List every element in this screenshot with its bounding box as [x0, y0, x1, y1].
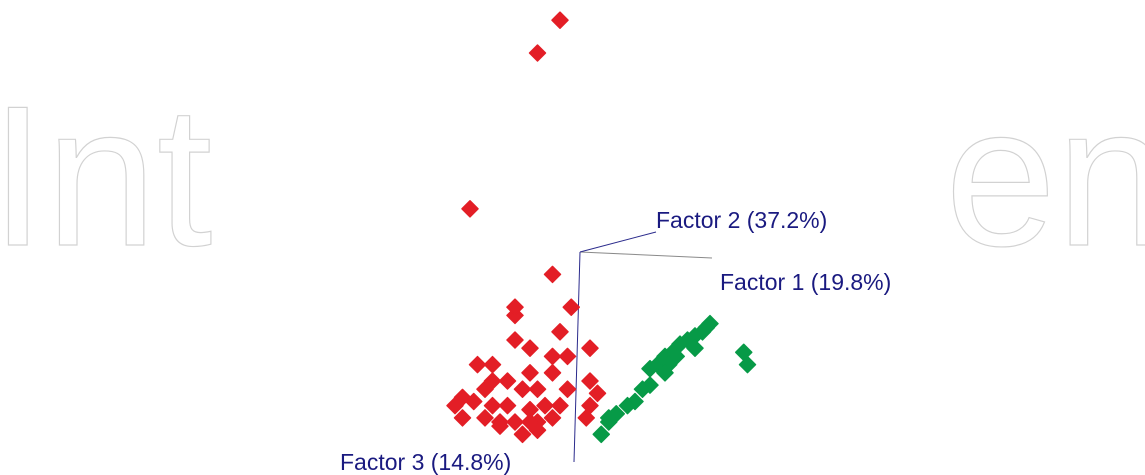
data-point [543, 364, 562, 382]
data-point [581, 339, 599, 357]
data-point [562, 298, 580, 316]
data-point [581, 372, 599, 390]
watermark: Int en [0, 64, 1145, 288]
data-point [483, 396, 502, 415]
series-2 [592, 314, 757, 444]
data-point [528, 421, 547, 439]
data-point [551, 396, 569, 415]
data-point [633, 380, 652, 398]
data-point [738, 355, 757, 374]
data-point [588, 384, 607, 403]
data-point [551, 323, 569, 341]
data-point [536, 396, 554, 415]
data-point [521, 364, 539, 382]
data-point [461, 200, 479, 218]
factor-1-axis-label: Factor 1 (19.8%) [720, 269, 891, 295]
data-point [498, 396, 517, 415]
data-point [528, 44, 547, 62]
data-point [513, 425, 532, 444]
data-point [513, 380, 532, 398]
data-point [498, 372, 517, 390]
series-1 [446, 11, 607, 444]
data-point [558, 380, 577, 398]
axis-labels: Factor 1 (19.8%) Factor 2 (37.2%) Factor… [340, 207, 891, 475]
data-point [465, 392, 483, 411]
watermark-right-text: en [945, 65, 1145, 288]
data-point [506, 413, 524, 431]
data-point [476, 380, 494, 398]
data-point [656, 364, 674, 382]
data-point [618, 396, 637, 415]
data-point [521, 339, 539, 357]
data-point [506, 298, 524, 316]
data-points [446, 11, 757, 444]
data-point [543, 265, 562, 284]
data-point [693, 323, 712, 341]
data-point [446, 396, 464, 415]
data-point [506, 331, 524, 349]
data-point [468, 355, 487, 374]
factor-3-axis-label: Factor 3 (14.8%) [340, 449, 511, 475]
data-point [453, 409, 472, 427]
factor-2-axis-label: Factor 2 (37.2%) [656, 207, 827, 233]
data-point [483, 355, 502, 374]
watermark-left-text: Int [0, 65, 212, 288]
data-point [543, 409, 562, 427]
data-point [577, 409, 595, 427]
factor-3-axis-line [573, 251, 581, 463]
data-point [528, 380, 547, 398]
data-point [551, 11, 569, 29]
factor-1-axis-line [579, 251, 713, 259]
data-point [600, 409, 618, 427]
data-point [491, 417, 509, 435]
factor-2-axis-line [579, 231, 657, 253]
data-point [543, 347, 562, 366]
axis-lines [573, 231, 713, 463]
data-point [558, 347, 577, 366]
data-point [592, 425, 610, 444]
data-point [476, 409, 494, 427]
data-point [686, 339, 704, 357]
